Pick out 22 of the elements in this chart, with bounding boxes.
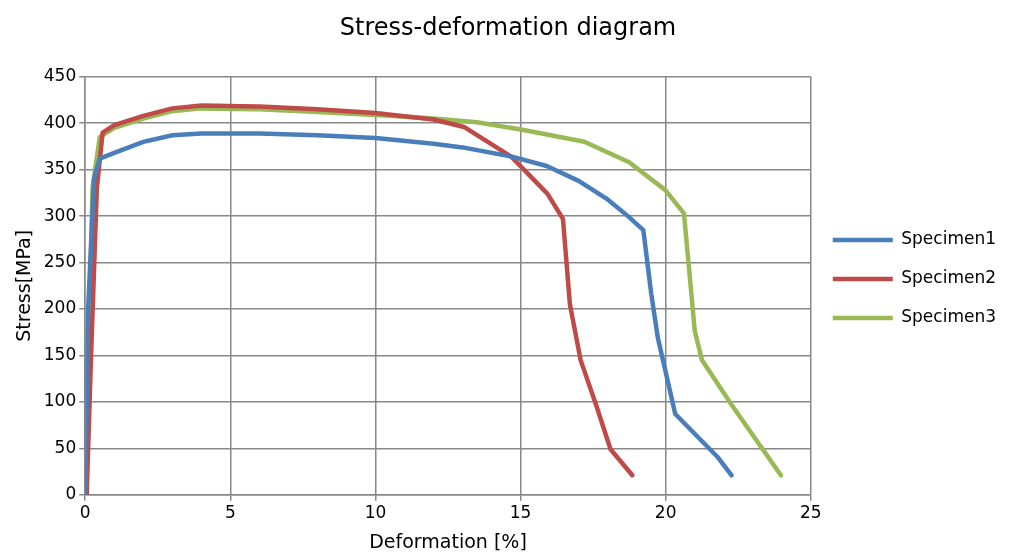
y-tick-label: 50 xyxy=(54,436,77,457)
x-tick-label: 20 xyxy=(654,502,677,523)
y-tick-label: 450 xyxy=(43,65,77,86)
x-tick-label: 25 xyxy=(799,502,822,523)
y-tick-label: 250 xyxy=(43,251,77,271)
legend-label: Specimen2 xyxy=(901,267,997,288)
y-tick-label: 150 xyxy=(43,343,77,364)
y-tick-label: 400 xyxy=(43,111,77,132)
y-tick-label: 350 xyxy=(43,158,77,179)
x-tick-label: 0 xyxy=(79,502,91,523)
chart-title: Stress-deformation diagram xyxy=(339,12,677,41)
legend-label: Specimen1 xyxy=(901,228,997,249)
y-tick-label: 0 xyxy=(65,483,77,504)
x-tick-label: 5 xyxy=(224,502,236,523)
x-axis-title: Deformation [%] xyxy=(369,529,527,552)
y-tick-label: 300 xyxy=(43,204,77,225)
x-tick-label: 10 xyxy=(364,502,387,523)
y-tick-label: 200 xyxy=(43,297,77,318)
y-tick-label: 100 xyxy=(43,390,77,411)
legend-label: Specimen3 xyxy=(901,306,997,327)
x-tick-label: 15 xyxy=(509,502,532,523)
y-axis-title: Stress[MPa] xyxy=(12,229,35,342)
